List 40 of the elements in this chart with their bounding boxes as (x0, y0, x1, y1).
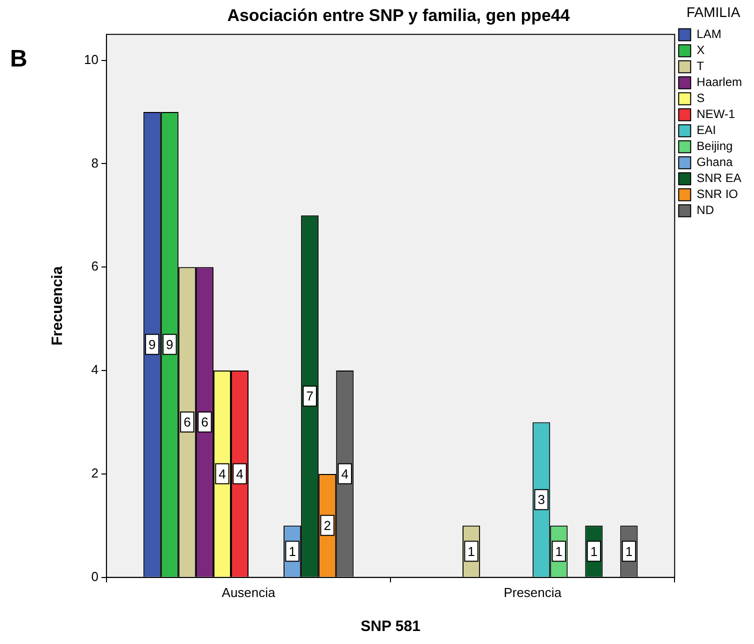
data-label: 9 (148, 337, 156, 352)
data-label: 1 (288, 544, 296, 559)
legend-label: SNR IO (696, 187, 738, 202)
data-label: 2 (324, 518, 331, 534)
legend-label: X (696, 43, 705, 58)
legend-label: SNR EA (696, 171, 742, 186)
chart-title: Asociación entre SNP y familia, gen ppe44 (227, 6, 570, 25)
legend-label: Haarlem (696, 75, 742, 90)
data-label: 1 (468, 544, 475, 559)
legend-label: T (696, 59, 705, 74)
y-tick-label: 4 (91, 362, 98, 378)
data-label: 9 (166, 337, 174, 352)
legend-label: EAI (696, 123, 716, 138)
x-tick-label: Ausencia (222, 584, 276, 600)
y-tick-label: 2 (91, 466, 98, 481)
data-label: 6 (184, 414, 191, 430)
data-label: 4 (218, 466, 226, 482)
y-axis-title: Frecuencia (49, 266, 66, 346)
text: B (10, 46, 28, 73)
data-label: 1 (590, 544, 598, 559)
legend-label: S (696, 91, 705, 106)
data-label: 1 (625, 544, 633, 559)
data-label: 6 (201, 414, 208, 430)
y-tick-label: 8 (91, 155, 98, 170)
x-tick-label: Presencia (504, 584, 562, 600)
legend-label: LAM (696, 27, 722, 42)
data-label: 1 (555, 544, 562, 559)
x-axis-title: SNP 581 (360, 618, 420, 636)
y-tick-label: 6 (91, 258, 98, 274)
legend-label: ND (696, 203, 714, 218)
data-label: 4 (236, 466, 244, 482)
legend-label: Beijing (696, 139, 733, 154)
legend-label: NEW-1 (696, 107, 736, 122)
legend-label: Ghana (696, 155, 734, 170)
data-label: 4 (341, 466, 348, 482)
y-tick-label: 0 (91, 568, 98, 584)
y-tick-label: 10 (84, 52, 98, 67)
data-label: 7 (306, 388, 314, 404)
legend-title: FAMILIA (686, 4, 741, 20)
data-label: 3 (538, 492, 545, 508)
